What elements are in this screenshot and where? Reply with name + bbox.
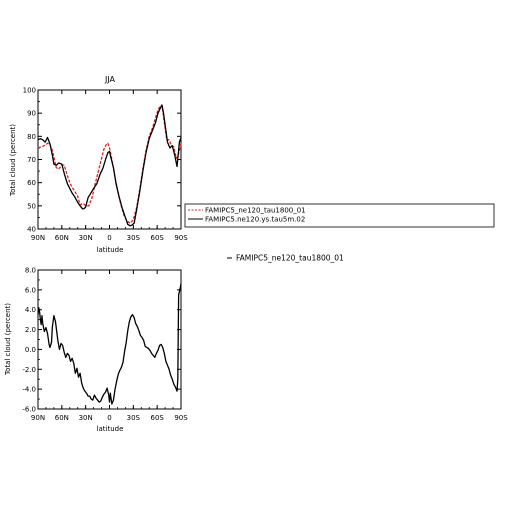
top-x-tick-label: 30S [127, 234, 141, 242]
top-y-tick-label: 80 [27, 133, 36, 141]
bottom-y-tick-label: 0.0 [25, 346, 36, 354]
bottom-y-tick-label: 8.0 [25, 267, 36, 275]
bottom-x-axis-label: latitude [97, 425, 124, 433]
top-x-tick-label: 30N [79, 234, 93, 242]
top-x-tick-label: 90N [31, 234, 45, 242]
top-legend: FAMIPC5_ne120_tau1800_01 FAMIPC5.ne120.y… [184, 203, 495, 228]
top-series-group [37, 104, 182, 227]
bottom-y-tick-label: 6.0 [25, 286, 36, 294]
legend-entry-2: FAMIPC5.ne120.ys.tau5m.02 [205, 216, 305, 224]
top-y-tick-label: 60 [27, 179, 36, 187]
bottom-y-tick-label: -2.0 [22, 366, 36, 374]
bottom-plot-frame [37, 269, 182, 410]
top-x-tick-label: 0 [107, 234, 111, 242]
top-x-tick-label: 90S [174, 234, 188, 242]
top-y-tick-label: 100 [23, 87, 36, 95]
bottom-series-line-1 [37, 283, 182, 405]
bottom-y-tick-label: -4.0 [22, 386, 36, 394]
top-x-tick-label: 60S [150, 234, 164, 242]
top-y-tick-label: 70 [27, 156, 36, 164]
top-axis-ticks: 90N 60N 30N 0 30S 60S 90S 40 50 60 70 80 90 100 [23, 87, 189, 243]
top-y-tick-label: 40 [27, 226, 36, 234]
legend-bottom-entry: FAMIPC5_ne120_tau1800_01 [236, 254, 344, 263]
legend-entry-1: FAMIPC5_ne120_tau1800_01 [205, 207, 306, 215]
bottom-y-tick-label: 2.0 [25, 326, 36, 334]
bottom-x-tick-label: 60N [55, 414, 69, 422]
bottom-x-tick-label: 60S [150, 414, 164, 422]
bottom-y-tick-label: -6.0 [22, 406, 36, 414]
top-legend-box [184, 203, 495, 228]
bottom-x-tick-label: 90S [174, 414, 188, 422]
bottom-x-tick-label: 90N [31, 414, 45, 422]
top-x-tick-label: 60N [55, 234, 69, 242]
bottom-x-tick-label: 30S [127, 414, 141, 422]
top-y-axis-label: Total cloud (percent) [9, 124, 17, 197]
top-x-axis-label: latitude [97, 246, 124, 254]
bottom-y-tick-label: 4.0 [25, 306, 36, 314]
top-panel: JJA 90N 60N 30N 0 30S 60S 90S 40 50 60 70 80 90 100 l… [9, 75, 188, 254]
bottom-y-axis-label: Total cloud (percent) [4, 303, 12, 376]
top-y-tick-label: 90 [27, 110, 36, 118]
bottom-axis-ticks: 90N 60N 30N 0 30S 60S 90S -6.0 -4.0 -2.0 0.0 2.0 4.0… [22, 267, 188, 423]
top-series-line-1 [37, 104, 182, 224]
bottom-series-group [37, 283, 182, 405]
top-y-tick-label: 50 [27, 202, 36, 210]
bottom-x-tick-label: 30N [79, 414, 93, 422]
top-panel-title: JJA [104, 75, 116, 84]
bottom-panel: 90N 60N 30N 0 30S 60S 90S -6.0 -4.0 -2.0 0.0 2.0 4.0… [4, 267, 188, 434]
bottom-x-tick-label: 0 [107, 414, 111, 422]
top-series-line-2 [37, 104, 182, 227]
bottom-legend: FAMIPC5_ne120_tau1800_01 [227, 254, 344, 263]
